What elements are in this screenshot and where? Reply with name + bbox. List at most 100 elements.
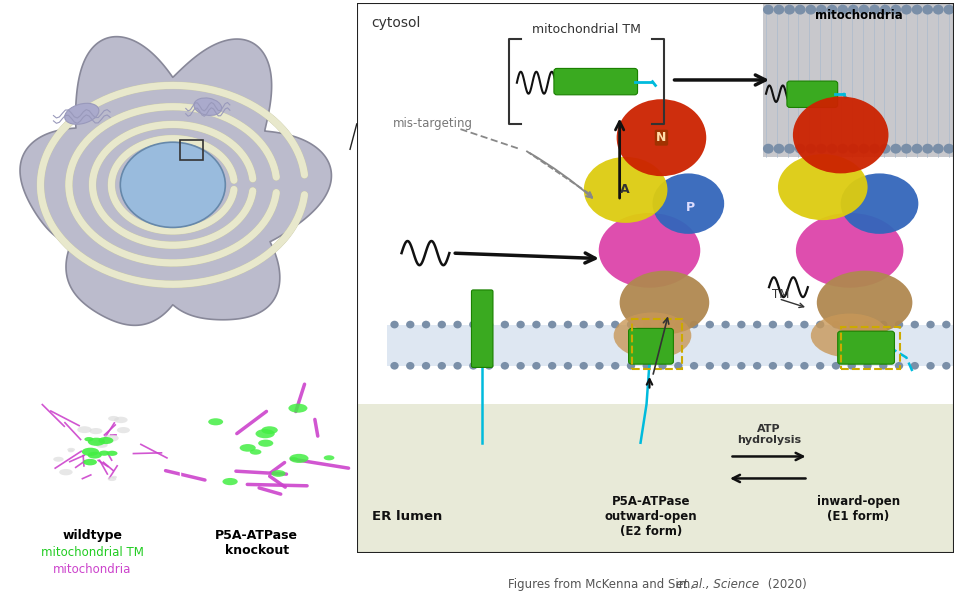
Circle shape <box>390 321 399 329</box>
Text: P5A-ATPase
knockout: P5A-ATPase knockout <box>216 529 298 557</box>
Circle shape <box>390 362 399 370</box>
Circle shape <box>485 321 493 329</box>
Circle shape <box>763 5 774 14</box>
Circle shape <box>890 5 901 14</box>
Circle shape <box>869 144 880 153</box>
Circle shape <box>795 144 806 153</box>
Circle shape <box>806 5 816 14</box>
Circle shape <box>611 362 620 370</box>
Bar <box>357 3 954 404</box>
Ellipse shape <box>620 271 710 335</box>
Circle shape <box>942 321 950 329</box>
Circle shape <box>831 362 840 370</box>
Text: cytosol: cytosol <box>372 16 421 30</box>
Bar <box>841 327 901 368</box>
Circle shape <box>706 362 714 370</box>
Circle shape <box>753 362 761 370</box>
Circle shape <box>923 5 933 14</box>
Circle shape <box>104 439 113 443</box>
Circle shape <box>800 321 808 329</box>
Circle shape <box>255 429 275 439</box>
Circle shape <box>469 362 478 370</box>
Circle shape <box>643 321 651 329</box>
Circle shape <box>901 5 912 14</box>
Circle shape <box>806 144 816 153</box>
Circle shape <box>104 435 119 442</box>
Circle shape <box>437 362 446 370</box>
Circle shape <box>99 451 109 456</box>
Circle shape <box>643 362 651 370</box>
Circle shape <box>67 448 75 452</box>
Circle shape <box>579 321 588 329</box>
Circle shape <box>933 5 944 14</box>
Circle shape <box>107 477 116 481</box>
Circle shape <box>912 5 923 14</box>
Circle shape <box>106 451 118 456</box>
Ellipse shape <box>778 154 868 220</box>
Circle shape <box>737 362 745 370</box>
Circle shape <box>258 440 273 447</box>
Text: ER lumen: ER lumen <box>372 510 442 524</box>
Circle shape <box>816 321 825 329</box>
Circle shape <box>240 444 256 452</box>
Circle shape <box>895 362 903 370</box>
FancyBboxPatch shape <box>787 81 838 108</box>
Circle shape <box>517 362 525 370</box>
Circle shape <box>406 321 414 329</box>
Circle shape <box>879 5 891 14</box>
Circle shape <box>111 476 117 478</box>
Circle shape <box>291 457 298 460</box>
Circle shape <box>548 321 556 329</box>
Ellipse shape <box>617 99 706 176</box>
Circle shape <box>222 478 238 485</box>
Circle shape <box>82 448 99 456</box>
Circle shape <box>831 321 840 329</box>
Circle shape <box>454 362 461 370</box>
Circle shape <box>422 321 431 329</box>
Text: mitochondrial TM: mitochondrial TM <box>532 23 642 36</box>
Circle shape <box>837 5 848 14</box>
Circle shape <box>406 362 414 370</box>
Polygon shape <box>20 37 332 326</box>
FancyBboxPatch shape <box>554 68 638 95</box>
Circle shape <box>944 5 954 14</box>
Text: mis-targeting: mis-targeting <box>392 117 473 130</box>
FancyBboxPatch shape <box>838 331 895 364</box>
Circle shape <box>96 442 107 448</box>
Circle shape <box>454 321 461 329</box>
Circle shape <box>858 144 869 153</box>
Circle shape <box>737 321 745 329</box>
Circle shape <box>564 321 573 329</box>
Circle shape <box>117 427 129 433</box>
Circle shape <box>627 362 635 370</box>
Text: mitochondrial TM: mitochondrial TM <box>41 546 144 559</box>
Bar <box>386 324 954 366</box>
Circle shape <box>501 321 509 329</box>
Text: ATP
hydrolysis: ATP hydrolysis <box>737 424 801 446</box>
Circle shape <box>469 321 478 329</box>
Circle shape <box>827 144 837 153</box>
Circle shape <box>78 426 92 433</box>
Circle shape <box>706 321 714 329</box>
Ellipse shape <box>598 213 700 288</box>
Text: A: A <box>620 184 629 196</box>
Ellipse shape <box>796 213 903 288</box>
Circle shape <box>674 362 683 370</box>
Circle shape <box>890 144 901 153</box>
Circle shape <box>68 449 74 452</box>
Circle shape <box>485 362 493 370</box>
Circle shape <box>564 362 573 370</box>
Circle shape <box>816 5 827 14</box>
Circle shape <box>926 362 935 370</box>
FancyBboxPatch shape <box>628 329 673 364</box>
Circle shape <box>596 321 603 329</box>
Circle shape <box>763 144 774 153</box>
Ellipse shape <box>841 173 919 234</box>
Circle shape <box>800 362 808 370</box>
Circle shape <box>816 144 827 153</box>
Circle shape <box>901 144 912 153</box>
Ellipse shape <box>817 271 912 335</box>
Circle shape <box>532 321 541 329</box>
Circle shape <box>87 452 102 458</box>
Circle shape <box>627 321 635 329</box>
